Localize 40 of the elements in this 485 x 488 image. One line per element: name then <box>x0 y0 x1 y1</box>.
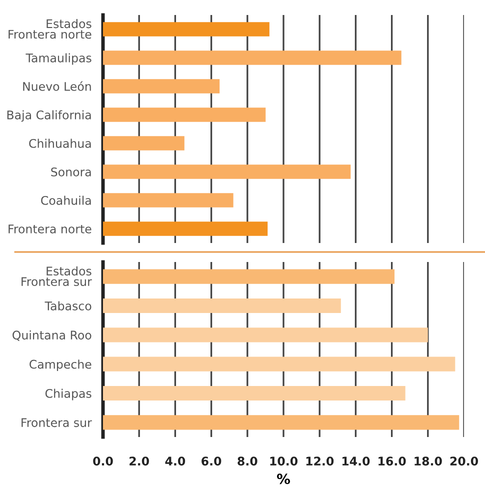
bar <box>103 222 268 236</box>
y-tick-label: Chiapas <box>45 388 92 400</box>
y-tick-label: Campeche <box>30 360 92 372</box>
bar <box>103 22 270 36</box>
y-tick-label: Sonora <box>51 167 91 176</box>
y-tick-label: Tabasco <box>44 301 92 310</box>
bar <box>103 108 266 122</box>
x-tick-label: 2.0 <box>130 456 149 466</box>
x-tick-label: 12.0 <box>306 456 334 466</box>
bar <box>103 298 341 314</box>
y-tick-label: Tamaulipas <box>26 53 92 65</box>
bar <box>103 386 406 401</box>
y-tick-label: Baja California <box>7 110 91 122</box>
bar <box>103 356 456 372</box>
y-tick-label: Estados Frontera norte <box>8 19 92 39</box>
x-tick-label: 20.0 <box>450 456 478 466</box>
x-tick-label: 4.0 <box>165 456 186 466</box>
bar <box>103 50 402 65</box>
x-tick-label: 0.0 <box>93 456 113 466</box>
bar <box>103 79 220 94</box>
y-tick-label: Coahuila <box>41 196 91 205</box>
bar <box>103 164 351 179</box>
y-tick-label: Estados Frontera sur <box>22 266 92 286</box>
x-tick-label: 6.0 <box>202 456 222 466</box>
y-tick-label: Nuevo León <box>23 81 91 91</box>
bar <box>103 328 428 342</box>
x-tick-label: 10.0 <box>270 456 298 466</box>
y-tick-label: Frontera sur <box>22 418 92 428</box>
x-tick-label: 14.0 <box>342 456 370 466</box>
x-tick-label: 8.0 <box>238 456 258 466</box>
bar <box>103 415 460 430</box>
x-tick-label: 18.0 <box>414 456 442 466</box>
bar <box>103 193 234 208</box>
x-axis-title: % <box>276 474 290 484</box>
x-tick-label: 16.0 <box>378 456 406 466</box>
bar <box>103 269 395 284</box>
bar <box>103 136 184 150</box>
y-tick-label: Quintana Roo <box>12 330 92 341</box>
y-tick-label: Frontera norte <box>8 224 92 234</box>
y-tick-label: Chihuahua <box>29 138 91 148</box>
